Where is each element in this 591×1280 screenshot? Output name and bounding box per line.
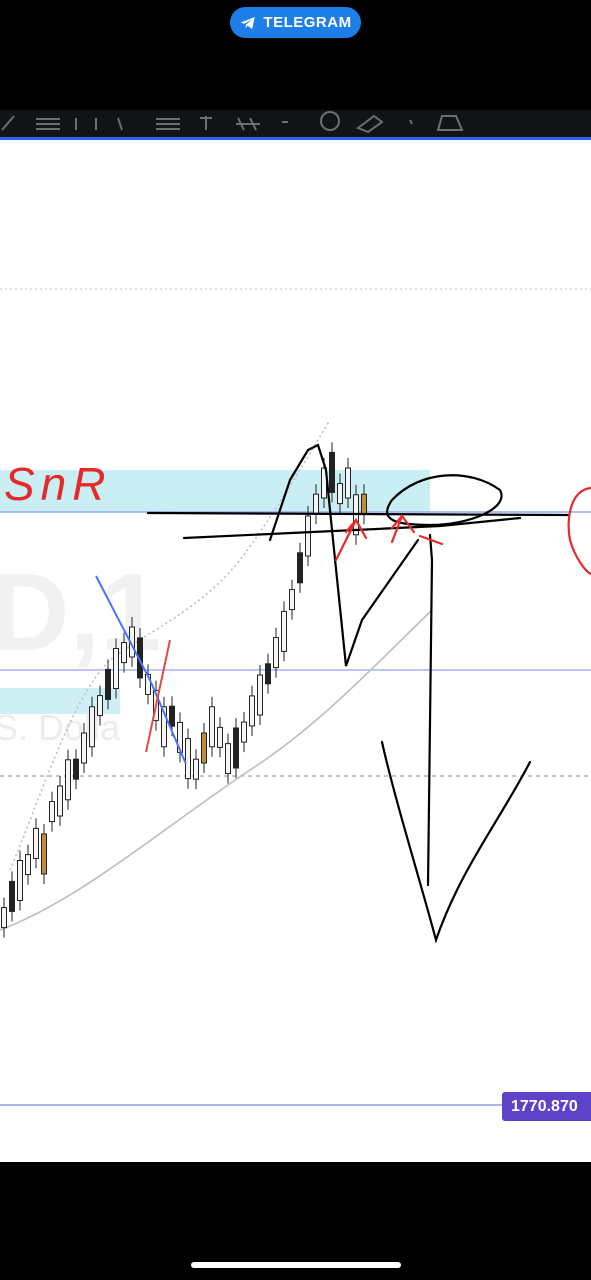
candle-body <box>113 648 119 689</box>
candle-body <box>297 552 303 584</box>
drawn-arrow-v <box>380 740 532 944</box>
red-zigzag-line <box>145 639 171 753</box>
candle-body <box>273 637 279 669</box>
candle-body <box>81 732 87 764</box>
candle-body <box>289 589 295 611</box>
handwritten-annotations <box>146 443 570 944</box>
red-arrow-1 <box>334 517 368 562</box>
telegram-button[interactable]: TELEGRAM <box>230 7 361 38</box>
candle-body <box>57 785 63 817</box>
snr-annotation: SnR <box>4 458 111 510</box>
candle-body <box>225 743 231 775</box>
text-icon[interactable] <box>156 118 180 130</box>
candle-body <box>121 642 127 664</box>
candle-body <box>329 451 335 493</box>
drawing-toolbar <box>0 110 591 138</box>
candle-body <box>241 721 247 743</box>
screenshot-icon[interactable] <box>436 115 464 131</box>
measure-icon[interactable] <box>355 114 384 134</box>
candle-body <box>265 663 271 685</box>
candle-body <box>1 907 7 929</box>
candle-body <box>169 705 175 727</box>
candle-body <box>185 738 191 780</box>
paper-plane-icon <box>240 16 256 29</box>
candle-body <box>9 880 15 912</box>
pattern-icon[interactable] <box>200 116 212 130</box>
red-arrow-2 <box>390 513 444 546</box>
eraser-icon[interactable] <box>320 111 340 131</box>
drawn-up-path <box>268 443 420 667</box>
candle-body <box>97 695 103 717</box>
candle-body <box>73 758 79 780</box>
candle-body <box>313 493 319 515</box>
candle-body <box>281 610 287 652</box>
candle-series <box>1 442 367 938</box>
red-annotations <box>334 486 591 576</box>
candle-body <box>65 759 71 801</box>
candle-body <box>41 833 47 875</box>
red-circle-edge <box>567 486 591 576</box>
toolbar-accent-line <box>0 137 591 140</box>
zigzag-line <box>95 575 187 765</box>
candle-body <box>361 493 367 515</box>
horizontal-stroke-1 <box>146 511 570 517</box>
ruler-icon[interactable] <box>236 117 260 131</box>
candle-body <box>17 860 23 901</box>
candle-body <box>89 706 95 748</box>
brush-icon[interactable] <box>75 117 123 131</box>
horizontal-stroke-2 <box>182 516 522 540</box>
candle-body <box>345 467 351 499</box>
candle-body <box>233 727 239 769</box>
price-chart[interactable]: D,1 S. Dolla SnR 1770.870 <box>0 140 591 1162</box>
telegram-label: TELEGRAM <box>263 14 352 31</box>
candle-body <box>337 483 343 505</box>
fib-icon[interactable] <box>36 118 60 130</box>
chart-canvas: D,1 S. Dolla SnR <box>0 288 591 1106</box>
candle-body <box>305 515 311 557</box>
candle-body <box>201 732 207 764</box>
lock-icon[interactable] <box>409 119 413 125</box>
candle-body <box>105 668 111 700</box>
candle-body <box>161 706 167 748</box>
price-label: 1770.870 <box>502 1092 591 1121</box>
home-indicator[interactable] <box>191 1262 401 1268</box>
candle-body <box>193 758 199 780</box>
candle-body <box>257 674 263 716</box>
candle-body <box>33 827 39 859</box>
moving-average-slow <box>0 609 433 931</box>
candle-body <box>217 726 223 748</box>
status-area: TELEGRAM <box>0 0 591 118</box>
candle-body <box>249 695 255 727</box>
candle-body <box>25 854 31 876</box>
candle-body <box>49 801 55 823</box>
trend-line-icon[interactable] <box>1 115 15 131</box>
drawn-down-arrow <box>426 533 434 887</box>
candle-body <box>209 706 215 748</box>
bottom-area <box>0 1162 591 1280</box>
